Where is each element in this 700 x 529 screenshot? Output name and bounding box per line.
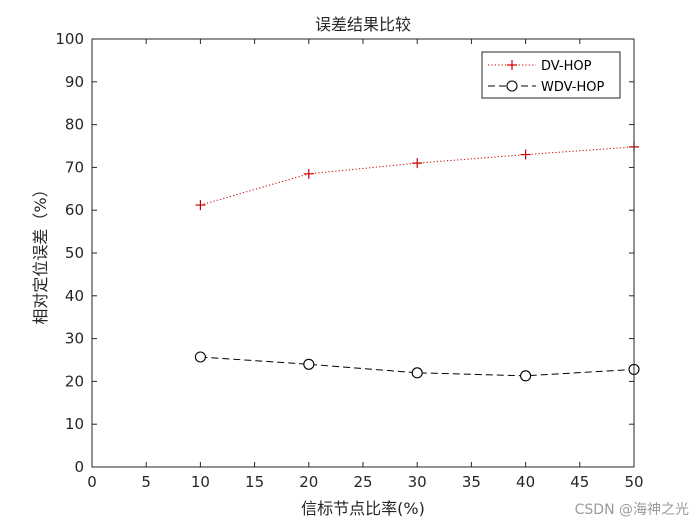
y-tick-label: 10 [65, 415, 84, 433]
x-tick-label: 0 [87, 473, 97, 491]
y-tick-label: 0 [74, 458, 84, 476]
y-tick-label: 80 [65, 116, 84, 134]
legend-marker-circle [506, 80, 518, 92]
x-tick-label: 10 [191, 473, 210, 491]
y-tick-label: 70 [65, 158, 84, 176]
data-point-wdv-hop [303, 358, 315, 370]
y-tick-label: 20 [65, 372, 84, 390]
legend-label-wdv-hop: WDV-HOP [541, 80, 604, 95]
legend: DV-HOP WDV-HOP [481, 51, 621, 99]
y-tick-label: 90 [65, 73, 84, 91]
data-point-dv-hop [303, 168, 314, 179]
x-tick-label: 45 [570, 473, 589, 491]
y-tick-label: 30 [65, 330, 84, 348]
x-tick-label: 50 [624, 473, 643, 491]
data-point-wdv-hop [411, 367, 423, 379]
data-point-dv-hop [195, 200, 206, 211]
y-tick-label: 100 [55, 30, 84, 48]
series-line-wdv-hop [200, 356, 635, 377]
chart-title: 误差结果比较 [315, 15, 411, 34]
y-tick-label: 40 [65, 287, 84, 305]
x-tick-label: 25 [353, 473, 372, 491]
data-point-dv-hop [520, 149, 531, 160]
x-tick-label: 30 [408, 473, 427, 491]
legend-box [481, 51, 621, 99]
x-axis-title: 信标节点比率(%) [301, 499, 425, 518]
x-tick-label: 40 [516, 473, 535, 491]
x-tick-label: 35 [462, 473, 481, 491]
data-point-wdv-hop [520, 370, 532, 382]
legend-marker-plus [507, 60, 517, 70]
data-point-wdv-hop [194, 351, 206, 363]
axes-layer: 0 5 10 15 20 25 30 35 40 45 50 0 10 20 30 40 50 60 70 80 90 1… [55, 30, 643, 491]
data-point-dv-hop [412, 158, 423, 169]
watermark: CSDN @海神之光 [575, 502, 689, 518]
y-tick-label: 50 [65, 244, 84, 262]
legend-label-dv-hop: DV-HOP [541, 59, 592, 74]
y-axis-title: 相对定位误差（%） [31, 181, 50, 324]
x-tick-label: 5 [141, 473, 151, 491]
x-tick-label: 15 [245, 473, 264, 491]
y-tick-label: 60 [65, 201, 84, 219]
x-tick-label: 20 [299, 473, 318, 491]
